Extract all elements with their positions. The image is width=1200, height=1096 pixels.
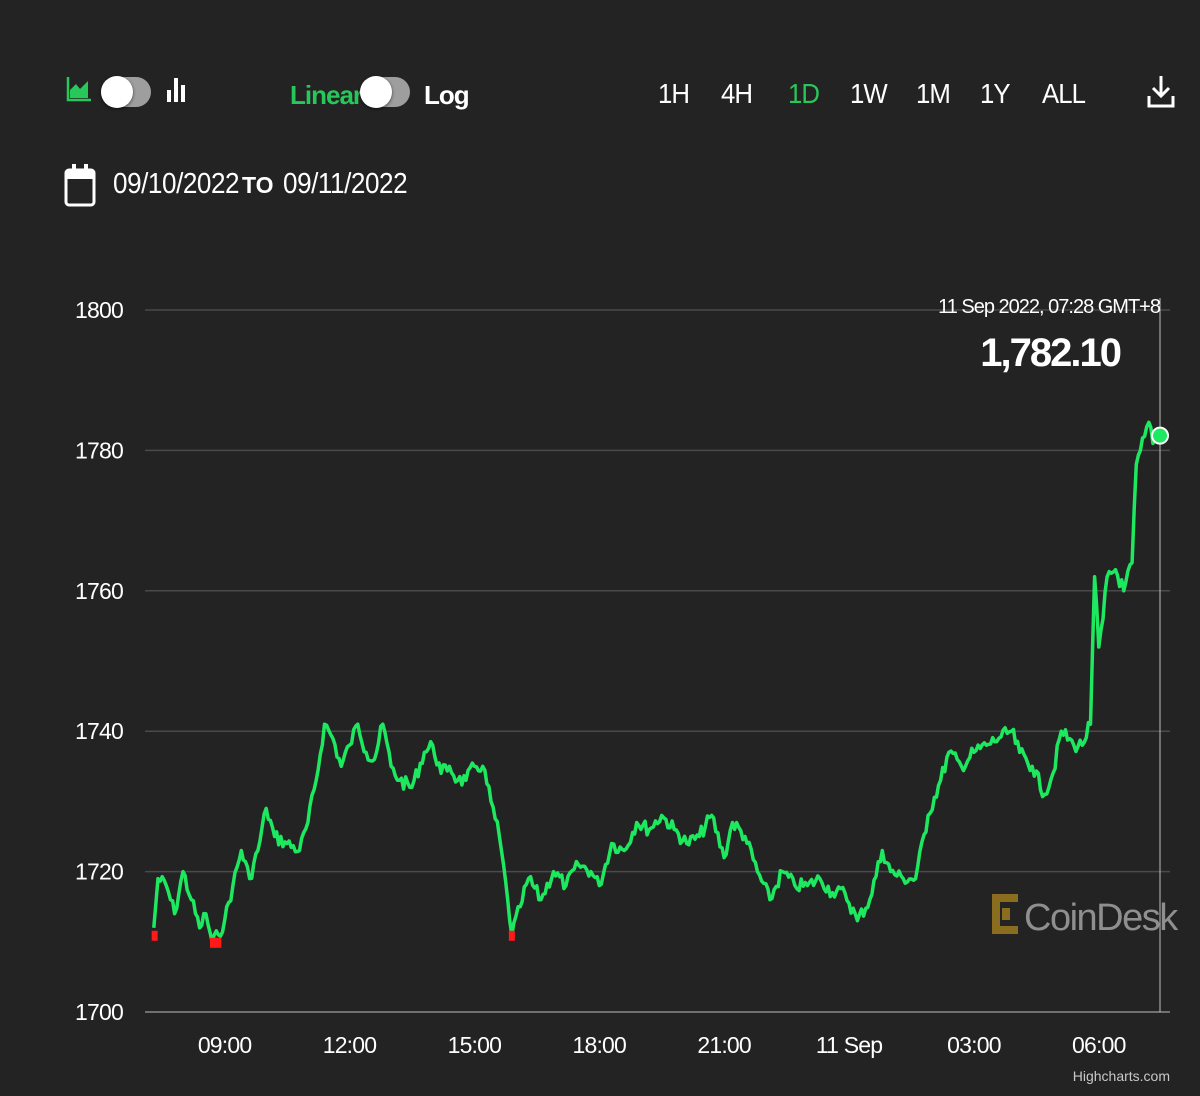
x-tick-label: 06:00: [1072, 1032, 1126, 1058]
log-scale-label[interactable]: Log: [424, 80, 470, 110]
x-tick-label: 09:00: [198, 1032, 252, 1058]
chart-toolbar: Linear Log 1H 4H 1D 1W 1M 1Y ALL: [0, 62, 1200, 126]
range-button-1y[interactable]: 1Y: [980, 78, 1011, 109]
x-tick-label: 03:00: [947, 1032, 1001, 1058]
area-chart-icon[interactable]: [66, 76, 92, 102]
tooltip-timestamp: 11 Sep 2022, 07:28 GMT+8: [938, 296, 1161, 318]
range-button-4h[interactable]: 4H: [721, 78, 753, 109]
range-button-1h[interactable]: 1H: [658, 78, 690, 109]
down-tick-marker: [209, 937, 216, 948]
range-button-1d[interactable]: 1D: [788, 78, 820, 109]
download-icon[interactable]: [1147, 74, 1175, 110]
coindesk-watermark: CoinDesk: [1024, 897, 1179, 939]
y-tick-label: 1780: [75, 437, 123, 463]
coindesk-logo-icon: [992, 894, 1018, 934]
from-date-input[interactable]: 09/10/2022: [113, 168, 240, 200]
x-tick-label: 18:00: [572, 1032, 626, 1058]
down-tick-marker: [508, 930, 515, 941]
range-button-1m[interactable]: 1M: [916, 78, 951, 109]
tooltip-value: 1,782.10: [980, 331, 1120, 375]
linear-scale-label[interactable]: Linear: [290, 80, 363, 110]
y-tick-label: 1740: [75, 718, 123, 744]
y-tick-label: 1700: [75, 999, 123, 1025]
to-date-input[interactable]: 09/11/2022: [283, 168, 408, 200]
y-tick-label: 1720: [75, 859, 123, 885]
price-line: [152, 420, 1162, 944]
down-markers: [151, 930, 515, 948]
chart-style-toggle[interactable]: [101, 76, 151, 108]
y-tick-label: 1800: [75, 297, 123, 323]
down-tick-marker: [151, 930, 158, 941]
candlestick-chart-icon[interactable]: [166, 76, 186, 104]
grid-lines: [145, 309, 1170, 1013]
x-axis-labels: 09:00 12:00 15:00 18:00 21:00 11 Sep 03:00 06:0…: [198, 1032, 1127, 1058]
to-label: TO: [242, 172, 274, 198]
highcharts-credit[interactable]: Highcharts.com: [1073, 1068, 1170, 1084]
price-chart[interactable]: 1700 1720 1740 1760 1780 1800 09:00 12:00 15:00…: [0, 240, 1200, 1096]
range-button-all[interactable]: ALL: [1042, 78, 1086, 109]
range-button-1w[interactable]: 1W: [850, 78, 888, 109]
y-axis-labels: 1700 1720 1740 1760 1780 1800: [75, 297, 124, 1025]
down-tick-marker: [215, 937, 222, 948]
scale-toggle-knob: [360, 76, 392, 108]
y-tick-label: 1760: [75, 578, 123, 604]
calendar-icon[interactable]: [64, 162, 96, 208]
x-tick-label: 11 Sep: [816, 1032, 882, 1058]
scale-toggle[interactable]: [360, 76, 410, 108]
chart-style-toggle-knob: [101, 76, 133, 108]
x-tick-label: 15:00: [448, 1032, 502, 1058]
x-tick-label: 12:00: [323, 1032, 377, 1058]
x-tick-label: 21:00: [697, 1032, 751, 1058]
hover-point: [1151, 426, 1169, 445]
